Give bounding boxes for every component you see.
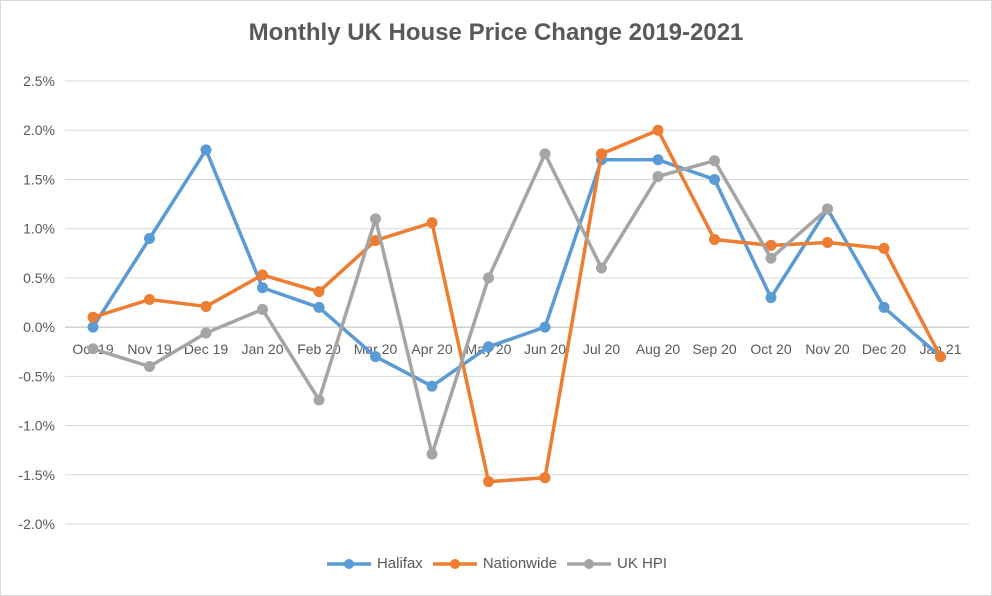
data-point-nationwide xyxy=(87,311,99,323)
data-point-nationwide xyxy=(313,286,325,298)
x-tick-label: Jan 20 xyxy=(241,341,283,357)
y-tick-label: 0.5% xyxy=(23,270,55,286)
y-tick-label: 1.0% xyxy=(23,221,55,237)
data-point-uk-hpi xyxy=(144,360,155,372)
y-tick-label: -1.0% xyxy=(18,418,55,434)
data-point-nationwide xyxy=(426,217,438,229)
legend-entry-halifax: Halifax xyxy=(325,555,423,572)
data-point-uk-hpi xyxy=(652,170,664,182)
x-tick-label: Dec 19 xyxy=(184,341,229,357)
data-point-nationwide xyxy=(765,239,777,251)
data-point-uk-hpi xyxy=(257,303,268,315)
data-point-nationwide xyxy=(144,294,155,306)
legend-label: Halifax xyxy=(376,555,423,572)
series-line-halifax xyxy=(91,148,942,388)
data-point-uk-hpi xyxy=(709,155,720,167)
chart-legend: Halifax Nationwide UK HPI xyxy=(1,555,991,572)
y-tick-label: 2.5% xyxy=(23,73,55,89)
data-point-nationwide xyxy=(200,300,212,312)
data-point-halifax xyxy=(144,233,155,245)
data-point-nationwide xyxy=(539,472,551,484)
legend-label: UK HPI xyxy=(617,555,668,572)
data-point-uk-hpi xyxy=(822,203,833,215)
data-point-nationwide xyxy=(709,233,720,245)
x-tick-label: Jun 20 xyxy=(524,341,566,357)
data-point-uk-hpi xyxy=(370,213,381,225)
data-point-uk-hpi xyxy=(313,394,325,406)
x-tick-label: Aug 20 xyxy=(636,341,681,357)
data-point-halifax xyxy=(370,351,381,363)
x-tick-label: Dec 20 xyxy=(862,341,907,357)
data-point-halifax xyxy=(539,321,551,333)
y-tick-label: -2.0% xyxy=(18,516,55,532)
chart-title: Monthly UK House Price Change 2019-2021 xyxy=(248,19,744,46)
series-line-nationwide xyxy=(92,128,943,484)
data-point-nationwide xyxy=(483,476,494,488)
data-point-halifax xyxy=(709,173,720,185)
x-tick-label: Oct 20 xyxy=(750,341,791,357)
x-tick-label: Nov 19 xyxy=(127,341,172,357)
y-tick-label: 1.5% xyxy=(23,171,55,187)
data-point-nationwide xyxy=(596,148,607,160)
legend-entry-nationwide: Nationwide xyxy=(431,555,557,572)
data-point-uk-hpi xyxy=(483,272,494,284)
y-tick-label: -1.5% xyxy=(18,467,55,483)
x-tick-label: Sep 20 xyxy=(692,341,737,357)
x-tick-label: Jan 21 xyxy=(919,341,961,357)
data-point-halifax xyxy=(878,301,890,313)
series-line-uk-hpi xyxy=(92,152,829,456)
data-point-nationwide xyxy=(878,242,890,254)
data-point-halifax xyxy=(483,341,494,353)
x-tick-label: Jul 20 xyxy=(583,341,621,357)
data-point-uk-hpi xyxy=(87,343,99,355)
data-point-nationwide xyxy=(935,351,946,363)
legend-swatch-halifax xyxy=(326,558,371,569)
x-tick-label: Apr 20 xyxy=(411,341,452,357)
legend-label: Nationwide xyxy=(482,555,558,572)
data-point-uk-hpi xyxy=(539,148,551,160)
data-point-halifax xyxy=(87,321,99,333)
y-tick-label: 2.0% xyxy=(23,122,55,138)
data-point-uk-hpi xyxy=(765,252,777,264)
data-point-nationwide xyxy=(257,269,268,281)
data-point-halifax xyxy=(257,282,268,294)
data-point-halifax xyxy=(652,154,664,166)
legend-swatch-nationwide xyxy=(432,558,477,569)
data-point-uk-hpi xyxy=(426,448,438,460)
data-point-nationwide xyxy=(652,124,664,136)
data-point-halifax xyxy=(426,380,438,392)
legend-entry-uk-hpi: UK HPI xyxy=(565,555,667,572)
data-point-halifax xyxy=(200,144,212,156)
y-tick-label: -0.5% xyxy=(18,368,55,384)
data-point-nationwide xyxy=(822,236,833,248)
data-point-uk-hpi xyxy=(200,327,212,339)
x-tick-label: Feb 20 xyxy=(297,341,341,357)
x-tick-label: Nov 20 xyxy=(805,341,850,357)
data-point-halifax xyxy=(313,301,325,313)
data-point-halifax xyxy=(765,292,777,304)
legend-swatch-uk-hpi xyxy=(567,558,612,569)
y-tick-label: 0.0% xyxy=(23,319,55,335)
data-point-uk-hpi xyxy=(596,262,607,274)
